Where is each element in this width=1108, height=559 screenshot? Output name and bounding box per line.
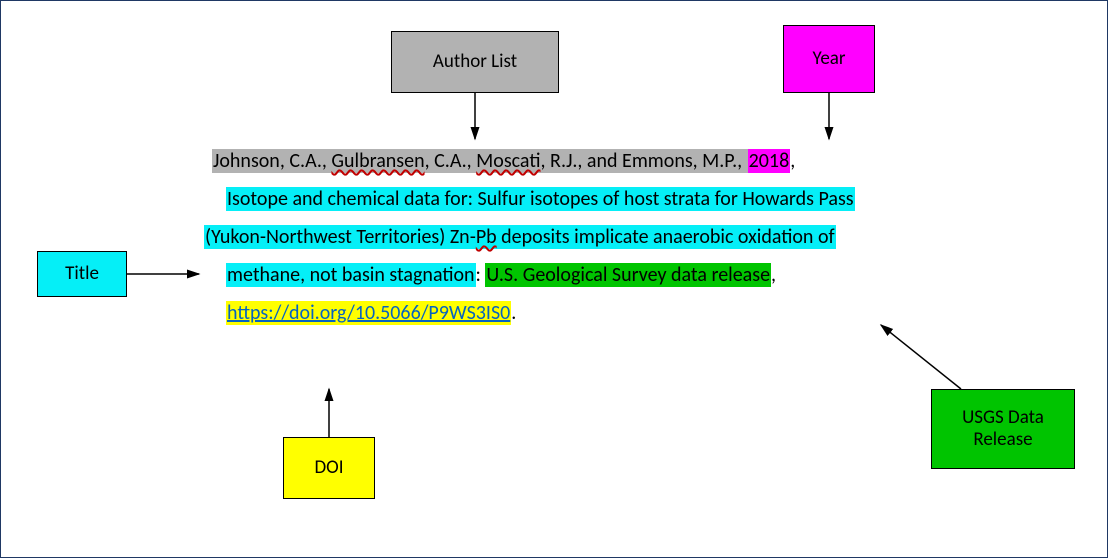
citation-punct: , (771, 263, 776, 287)
label-text: Title (65, 263, 99, 285)
doi-link[interactable]: https://doi.org/10.5066/P9WS3IS0 (227, 301, 510, 325)
label-text: Author List (433, 51, 517, 73)
citation-line-3: (Yukon-Northwest Territories) Zn-Pb depo… (204, 225, 855, 249)
label-box-year: Year (783, 25, 875, 93)
data-release-segment: U.S. Geological Survey data release (485, 263, 771, 287)
citation-block: Johnson, C.A., Gulbransen, C.A., Moscati… (212, 149, 855, 339)
doi-segment: https://doi.org/10.5066/P9WS3IS0 (226, 301, 511, 325)
label-text: Year (812, 48, 845, 70)
label-box-author-list: Author List (391, 31, 559, 93)
citation-line-4: methane, not basin stagnation: U.S. Geol… (226, 263, 855, 287)
citation-line-2: Isotope and chemical data for: Sulfur is… (226, 187, 855, 211)
title-segment: (Yukon-Northwest Territories) Zn-Pb depo… (204, 225, 836, 249)
citation-punct: . (511, 301, 516, 325)
authors-moscati: Moscati (476, 149, 540, 173)
label-box-data-release: USGS Data Release (931, 389, 1075, 469)
label-text: DOI (314, 457, 343, 479)
label-box-doi: DOI (283, 437, 375, 499)
citation-line-1: Johnson, C.A., Gulbransen, C.A., Moscati… (212, 149, 855, 173)
authors-text: Johnson, C.A., (213, 149, 331, 173)
diagram-frame: Author List Year Title DOI USGS Data Rel… (0, 0, 1108, 558)
citation-punct: : (476, 263, 486, 287)
label-text: USGS Data Release (938, 407, 1068, 451)
authors-gulbransen: Gulbransen (331, 149, 424, 173)
title-text: (Yukon-Northwest Territories) Zn- (205, 225, 476, 249)
authors-text: , R.J., and Emmons, M.P., (540, 149, 746, 173)
title-segment: Isotope and chemical data for: Sulfur is… (226, 187, 855, 211)
citation-line-5: https://doi.org/10.5066/P9WS3IS0. (226, 301, 855, 325)
authors-text: , C.A., (425, 149, 477, 173)
title-text: deposits implicate anaerobic oxidation o… (497, 225, 835, 249)
label-box-title: Title (37, 251, 127, 297)
authors-segment: Johnson, C.A., Gulbransen, C.A., Moscati… (212, 149, 748, 173)
citation-punct: , (790, 149, 795, 173)
title-pb: Pb (476, 225, 497, 249)
year-segment: 2018 (748, 149, 791, 173)
title-segment: methane, not basin stagnation (226, 263, 476, 287)
